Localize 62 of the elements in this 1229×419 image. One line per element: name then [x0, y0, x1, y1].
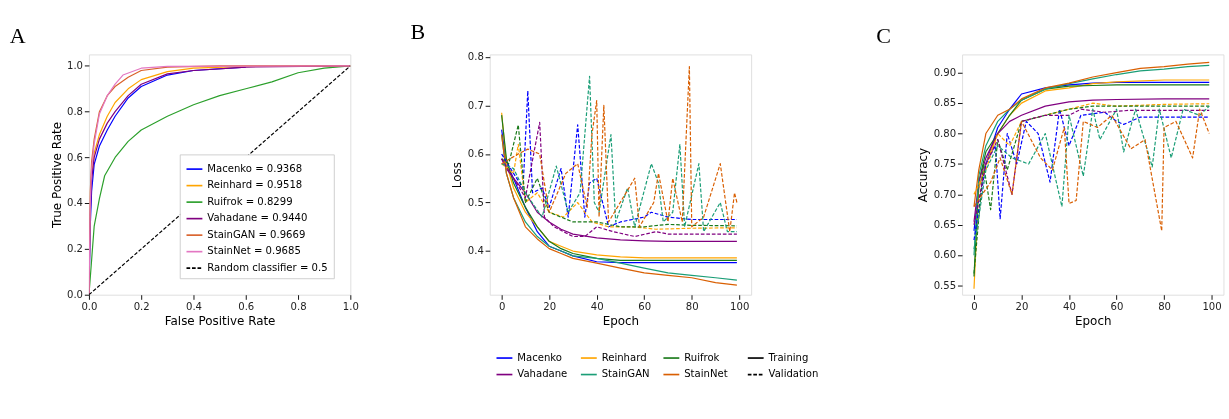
legend-label: Reinhard [601, 351, 647, 363]
y-axis-title: True Positive Rate [49, 122, 64, 230]
y-tick-label: 1.0 [66, 60, 83, 72]
y-tick-label: 0.4 [467, 245, 484, 257]
x-tick-label: 0.8 [290, 300, 307, 312]
x-tick-label: 0.6 [238, 300, 255, 312]
x-tick-label: 0.0 [81, 300, 98, 312]
x-tick-label: 80 [1158, 300, 1171, 312]
x-tick-label: 0.2 [133, 300, 150, 312]
text: Validation [768, 368, 819, 380]
y-tick-label: 0.2 [66, 243, 83, 255]
y-tick-label: 0.0 [66, 288, 83, 300]
x-tick-label: 0.4 [185, 300, 202, 312]
y-tick-label: 0.75 [933, 158, 957, 170]
y-tick-label: 0.90 [933, 66, 957, 78]
y-tick-label: 0.5 [467, 196, 484, 208]
y-tick-label: 0.70 [933, 188, 957, 200]
legend-label: Ruifrok [684, 351, 720, 363]
legend-label: Macenko = 0.9368 [207, 162, 303, 174]
x-tick-label: 0 [971, 300, 978, 312]
x-tick-label: 20 [1015, 300, 1029, 312]
x-tick-label: 100 [1202, 300, 1222, 312]
text: Training [767, 351, 809, 363]
legend-label: StainNet = 0.9685 [207, 245, 301, 257]
legend-label: Reinhard = 0.9518 [207, 179, 303, 191]
y-tick-label: 0.55 [933, 279, 957, 291]
x-tick-label: 40 [590, 300, 604, 312]
y-tick-label: 0.7 [467, 99, 484, 111]
x-tick-label: 100 [730, 300, 750, 312]
y-axis-title: Accuracy [916, 147, 931, 203]
chart-title: B [410, 19, 426, 45]
y-tick-label: 0.8 [66, 105, 83, 117]
y-tick-label: 0.8 [467, 51, 484, 63]
y-tick-label: 0.4 [66, 197, 83, 209]
legend-label: StainGAN = 0.9669 [207, 228, 306, 240]
legend-label: Vahadane = 0.9440 [207, 212, 308, 224]
x-axis-title: Epoch [1075, 313, 1112, 328]
x-axis-title: Epoch [602, 313, 640, 328]
x-tick-label: 1.0 [342, 300, 359, 312]
x-tick-label: 80 [685, 300, 699, 312]
chart-title: C [876, 22, 892, 48]
legend-label: Ruifrok = 0.8299 [207, 195, 293, 207]
x-tick-label: 20 [543, 300, 557, 312]
line-series [973, 64, 1210, 256]
y-tick-label: 0.6 [467, 148, 484, 160]
legend-label: Random classifier = 0.5 [207, 261, 328, 273]
legend-label: StainNet [684, 368, 728, 380]
x-tick-label: 0 [498, 300, 506, 312]
x-axis-title: False Positive Rate [164, 313, 276, 328]
legend-label: StainGAN [601, 368, 650, 380]
y-tick-label: 0.60 [933, 249, 957, 261]
x-tick-label: 60 [1110, 300, 1124, 312]
y-tick-label: 0.85 [933, 97, 957, 109]
x-tick-label: 40 [1063, 300, 1076, 312]
y-axis-title: Loss [450, 162, 465, 189]
legend-label: Vahadane [517, 368, 568, 380]
chart-title: A [9, 22, 26, 48]
y-tick-label: 0.65 [933, 219, 957, 231]
legend-label: Macenko [517, 351, 562, 363]
x-tick-label: 60 [638, 300, 652, 312]
y-tick-label: 0.80 [933, 127, 957, 139]
y-tick-label: 0.6 [66, 151, 83, 163]
